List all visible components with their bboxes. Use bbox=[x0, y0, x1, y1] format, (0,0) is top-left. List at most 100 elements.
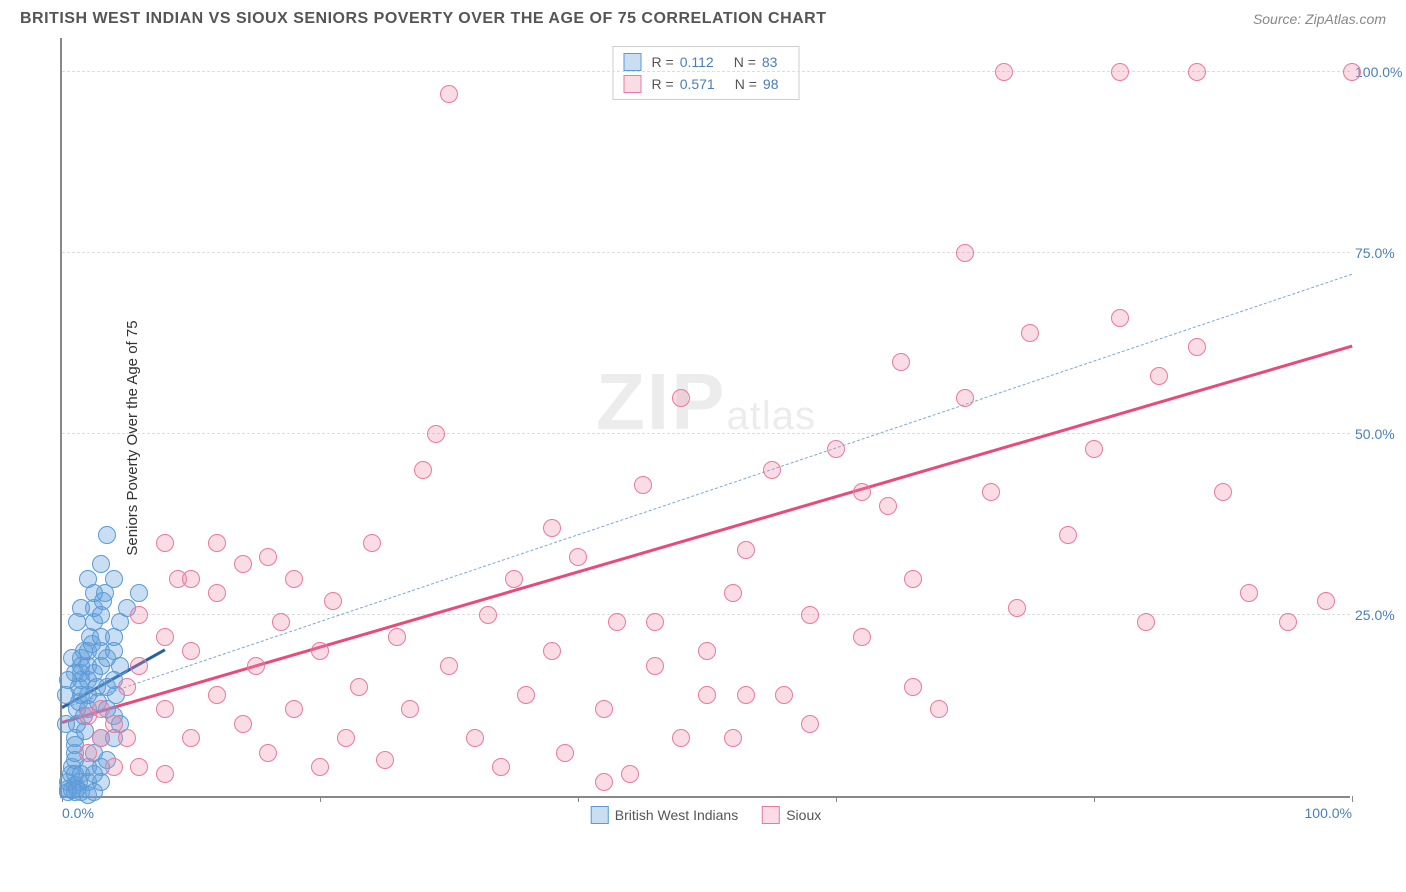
scatter-point bbox=[698, 642, 716, 660]
scatter-point bbox=[105, 715, 123, 733]
scatter-point bbox=[775, 686, 793, 704]
scatter-point bbox=[724, 729, 742, 747]
scatter-point bbox=[208, 534, 226, 552]
scatter-point bbox=[904, 570, 922, 588]
scatter-point bbox=[156, 765, 174, 783]
xtick-mark bbox=[578, 796, 579, 802]
scatter-point bbox=[337, 729, 355, 747]
scatter-point bbox=[724, 584, 742, 602]
scatter-point bbox=[92, 773, 110, 791]
scatter-point bbox=[1317, 592, 1335, 610]
scatter-point bbox=[879, 497, 897, 515]
scatter-point bbox=[130, 584, 148, 602]
scatter-point bbox=[1137, 613, 1155, 631]
scatter-point bbox=[517, 686, 535, 704]
scatter-point bbox=[737, 541, 755, 559]
scatter-point bbox=[247, 657, 265, 675]
scatter-point bbox=[1111, 309, 1129, 327]
scatter-point bbox=[479, 606, 497, 624]
xtick-label: 100.0% bbox=[1305, 805, 1352, 821]
scatter-point bbox=[57, 686, 75, 704]
scatter-point bbox=[156, 628, 174, 646]
scatter-point bbox=[608, 613, 626, 631]
scatter-point bbox=[208, 686, 226, 704]
scatter-point bbox=[1021, 324, 1039, 342]
scatter-point bbox=[1150, 367, 1168, 385]
scatter-point bbox=[111, 657, 129, 675]
legend-series: British West Indians Sioux bbox=[591, 806, 822, 824]
scatter-point bbox=[466, 729, 484, 747]
scatter-point bbox=[401, 700, 419, 718]
gridline-h bbox=[62, 71, 1350, 72]
xtick-mark bbox=[836, 796, 837, 802]
scatter-point bbox=[234, 715, 252, 733]
scatter-point bbox=[1188, 63, 1206, 81]
legend-swatch-1 bbox=[624, 75, 642, 93]
scatter-point bbox=[930, 700, 948, 718]
scatter-point bbox=[350, 678, 368, 696]
scatter-point bbox=[311, 642, 329, 660]
scatter-point bbox=[621, 765, 639, 783]
legend-swatch-bottom-1 bbox=[762, 806, 780, 824]
scatter-point bbox=[376, 751, 394, 769]
scatter-point bbox=[311, 758, 329, 776]
scatter-point bbox=[698, 686, 716, 704]
scatter-point bbox=[1214, 483, 1232, 501]
scatter-point bbox=[259, 548, 277, 566]
ytick-label: 50.0% bbox=[1355, 426, 1406, 442]
scatter-point bbox=[208, 584, 226, 602]
scatter-point bbox=[272, 613, 290, 631]
scatter-point bbox=[1240, 584, 1258, 602]
scatter-point bbox=[156, 700, 174, 718]
gridline-h bbox=[62, 614, 1350, 615]
scatter-point bbox=[363, 534, 381, 552]
scatter-point bbox=[801, 606, 819, 624]
ytick-label: 100.0% bbox=[1355, 64, 1406, 80]
scatter-point bbox=[1059, 526, 1077, 544]
scatter-point bbox=[85, 584, 103, 602]
scatter-point bbox=[853, 483, 871, 501]
scatter-point bbox=[569, 548, 587, 566]
scatter-point bbox=[156, 534, 174, 552]
scatter-point bbox=[982, 483, 1000, 501]
xtick-label: 0.0% bbox=[62, 805, 94, 821]
scatter-point bbox=[1188, 338, 1206, 356]
source-attribution: Source: ZipAtlas.com bbox=[1253, 11, 1386, 27]
scatter-point bbox=[995, 63, 1013, 81]
scatter-point bbox=[672, 389, 690, 407]
scatter-point bbox=[259, 744, 277, 762]
scatter-point bbox=[1111, 63, 1129, 81]
scatter-point bbox=[595, 700, 613, 718]
legend-swatch-0 bbox=[624, 53, 642, 71]
scatter-point bbox=[105, 570, 123, 588]
gridline-h bbox=[62, 433, 1350, 434]
scatter-point bbox=[130, 606, 148, 624]
scatter-point bbox=[956, 244, 974, 262]
chart-title: BRITISH WEST INDIAN VS SIOUX SENIORS POV… bbox=[20, 10, 827, 28]
legend-stats-row-0: R = 0.112 N = 83 bbox=[624, 51, 789, 73]
scatter-point bbox=[414, 461, 432, 479]
scatter-point bbox=[92, 555, 110, 573]
scatter-point bbox=[543, 642, 561, 660]
scatter-point bbox=[827, 440, 845, 458]
scatter-point bbox=[285, 700, 303, 718]
scatter-point bbox=[234, 555, 252, 573]
plot-area: ZIPatlas R = 0.112 N = 83 R = 0.571 N = … bbox=[60, 38, 1350, 798]
scatter-point bbox=[892, 353, 910, 371]
scatter-point bbox=[182, 729, 200, 747]
scatter-point bbox=[492, 758, 510, 776]
scatter-point bbox=[118, 729, 136, 747]
scatter-point bbox=[92, 700, 110, 718]
scatter-point bbox=[105, 758, 123, 776]
scatter-point bbox=[324, 592, 342, 610]
scatter-point bbox=[543, 519, 561, 537]
scatter-point bbox=[672, 729, 690, 747]
scatter-point bbox=[801, 715, 819, 733]
scatter-point bbox=[956, 389, 974, 407]
scatter-point bbox=[130, 657, 148, 675]
scatter-point bbox=[646, 613, 664, 631]
scatter-point bbox=[737, 686, 755, 704]
xtick-mark bbox=[320, 796, 321, 802]
scatter-point bbox=[92, 729, 110, 747]
scatter-point bbox=[595, 773, 613, 791]
